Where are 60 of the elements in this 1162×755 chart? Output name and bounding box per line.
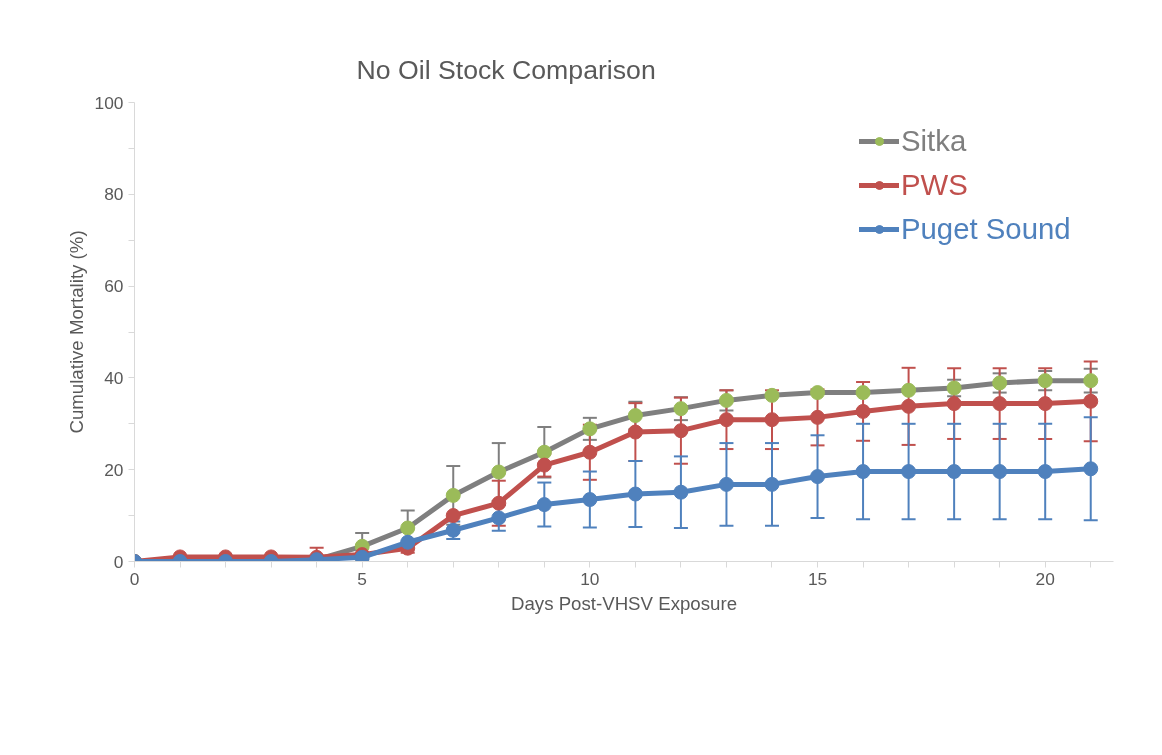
point [946, 464, 962, 480]
point [491, 495, 507, 511]
point [810, 409, 826, 425]
point [400, 520, 416, 536]
point [901, 398, 917, 414]
point [1083, 373, 1099, 389]
point [627, 486, 643, 502]
point [718, 476, 734, 492]
point [992, 464, 1008, 480]
point [445, 508, 461, 524]
point [901, 382, 917, 398]
point [718, 392, 734, 408]
point [445, 487, 461, 503]
point [1037, 464, 1053, 480]
legend-label: PWS [901, 167, 969, 203]
x-tick-label: 5 [357, 568, 367, 589]
legend-label: Sitka [901, 123, 968, 159]
point [764, 476, 780, 492]
point [627, 424, 643, 440]
point [855, 403, 871, 419]
x-tick-label: 15 [807, 568, 828, 589]
point [536, 457, 552, 473]
point [810, 469, 826, 485]
y-tick-label: 40 [104, 367, 124, 388]
point [1037, 396, 1053, 412]
point [582, 421, 598, 437]
legend-label: Puget Sound [901, 211, 1072, 247]
point [855, 464, 871, 480]
chart-title: No Oil Stock Comparison [356, 54, 656, 85]
point [810, 385, 826, 401]
point [855, 385, 871, 401]
y-tick-label: 80 [104, 184, 124, 205]
point [1083, 461, 1099, 477]
point [764, 412, 780, 428]
point [673, 401, 689, 417]
y-axis-title: Cumulative Mortality (%) [65, 230, 87, 434]
point [491, 510, 507, 526]
y-tick-label: 0 [113, 551, 124, 572]
x-tick-label: 20 [1035, 568, 1055, 589]
point [764, 387, 780, 403]
point [673, 423, 689, 439]
point [491, 464, 507, 480]
point [582, 492, 598, 508]
point [673, 484, 689, 500]
point [1083, 393, 1099, 409]
x-axis-title: Days Post-VHSV Exposure [510, 592, 738, 614]
point [946, 396, 962, 412]
point [627, 408, 643, 424]
y-tick-label: 100 [94, 92, 124, 113]
point [718, 412, 734, 428]
point [400, 534, 416, 550]
point [901, 464, 917, 480]
point [582, 444, 598, 460]
x-tick-label: 10 [580, 568, 600, 589]
y-tick-label: 60 [104, 276, 124, 297]
point [992, 396, 1008, 412]
x-tick-label: 0 [129, 568, 140, 589]
point [536, 444, 552, 460]
y-tick-label: 20 [104, 459, 124, 480]
point [536, 497, 552, 513]
